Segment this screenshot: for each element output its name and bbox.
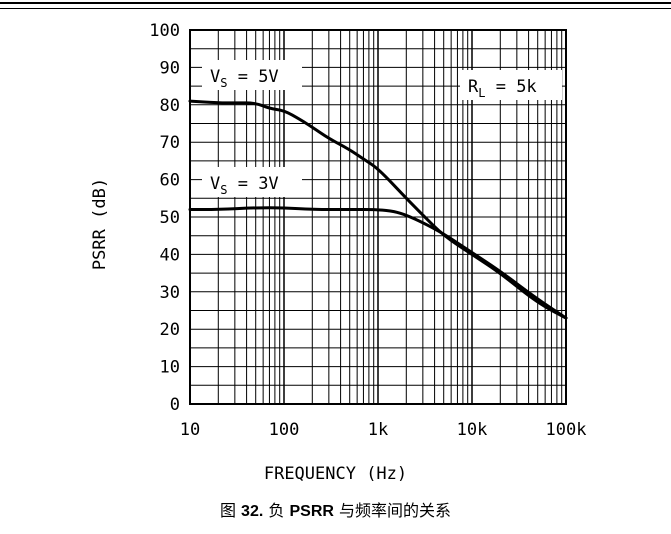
x-tick-label: 100k [546,420,587,440]
x-tick-label: 1k [368,420,388,440]
figure-caption: 图 32. 负 PSRR 与频率间的关系 [0,497,671,521]
x-axis-label: FREQUENCY (Hz) [0,464,671,484]
y-tick-label: 90 [160,58,180,78]
caption-number: 32. [241,503,263,520]
y-tick-label: 10 [160,358,180,378]
y-tick-label: 0 [170,395,180,415]
y-tick-label: 30 [160,283,180,303]
y-tick-label: 40 [160,245,180,265]
x-tick-label: 10k [457,420,488,440]
y-tick-label: 20 [160,320,180,340]
y-tick-label: 100 [149,21,180,41]
y-axis-label: PSRR (dB) [90,178,110,270]
y-tick-label: 60 [160,171,180,191]
x-tick-labels: 10 100 1k 10k 100k [180,420,587,440]
x-tick-label: 100 [269,420,300,440]
x-tick-label: 10 [180,420,200,440]
caption-suffix: 与频率间的关系 [334,501,451,520]
y-tick-labels: 0 10 20 30 40 50 60 70 80 90 100 [149,21,180,415]
caption-mid: 负 [263,501,289,520]
y-tick-label: 80 [160,96,180,116]
caption-keyword: PSRR [289,503,333,520]
caption-prefix: 图 [220,501,241,520]
y-tick-label: 70 [160,133,180,153]
y-tick-label: 50 [160,208,180,228]
